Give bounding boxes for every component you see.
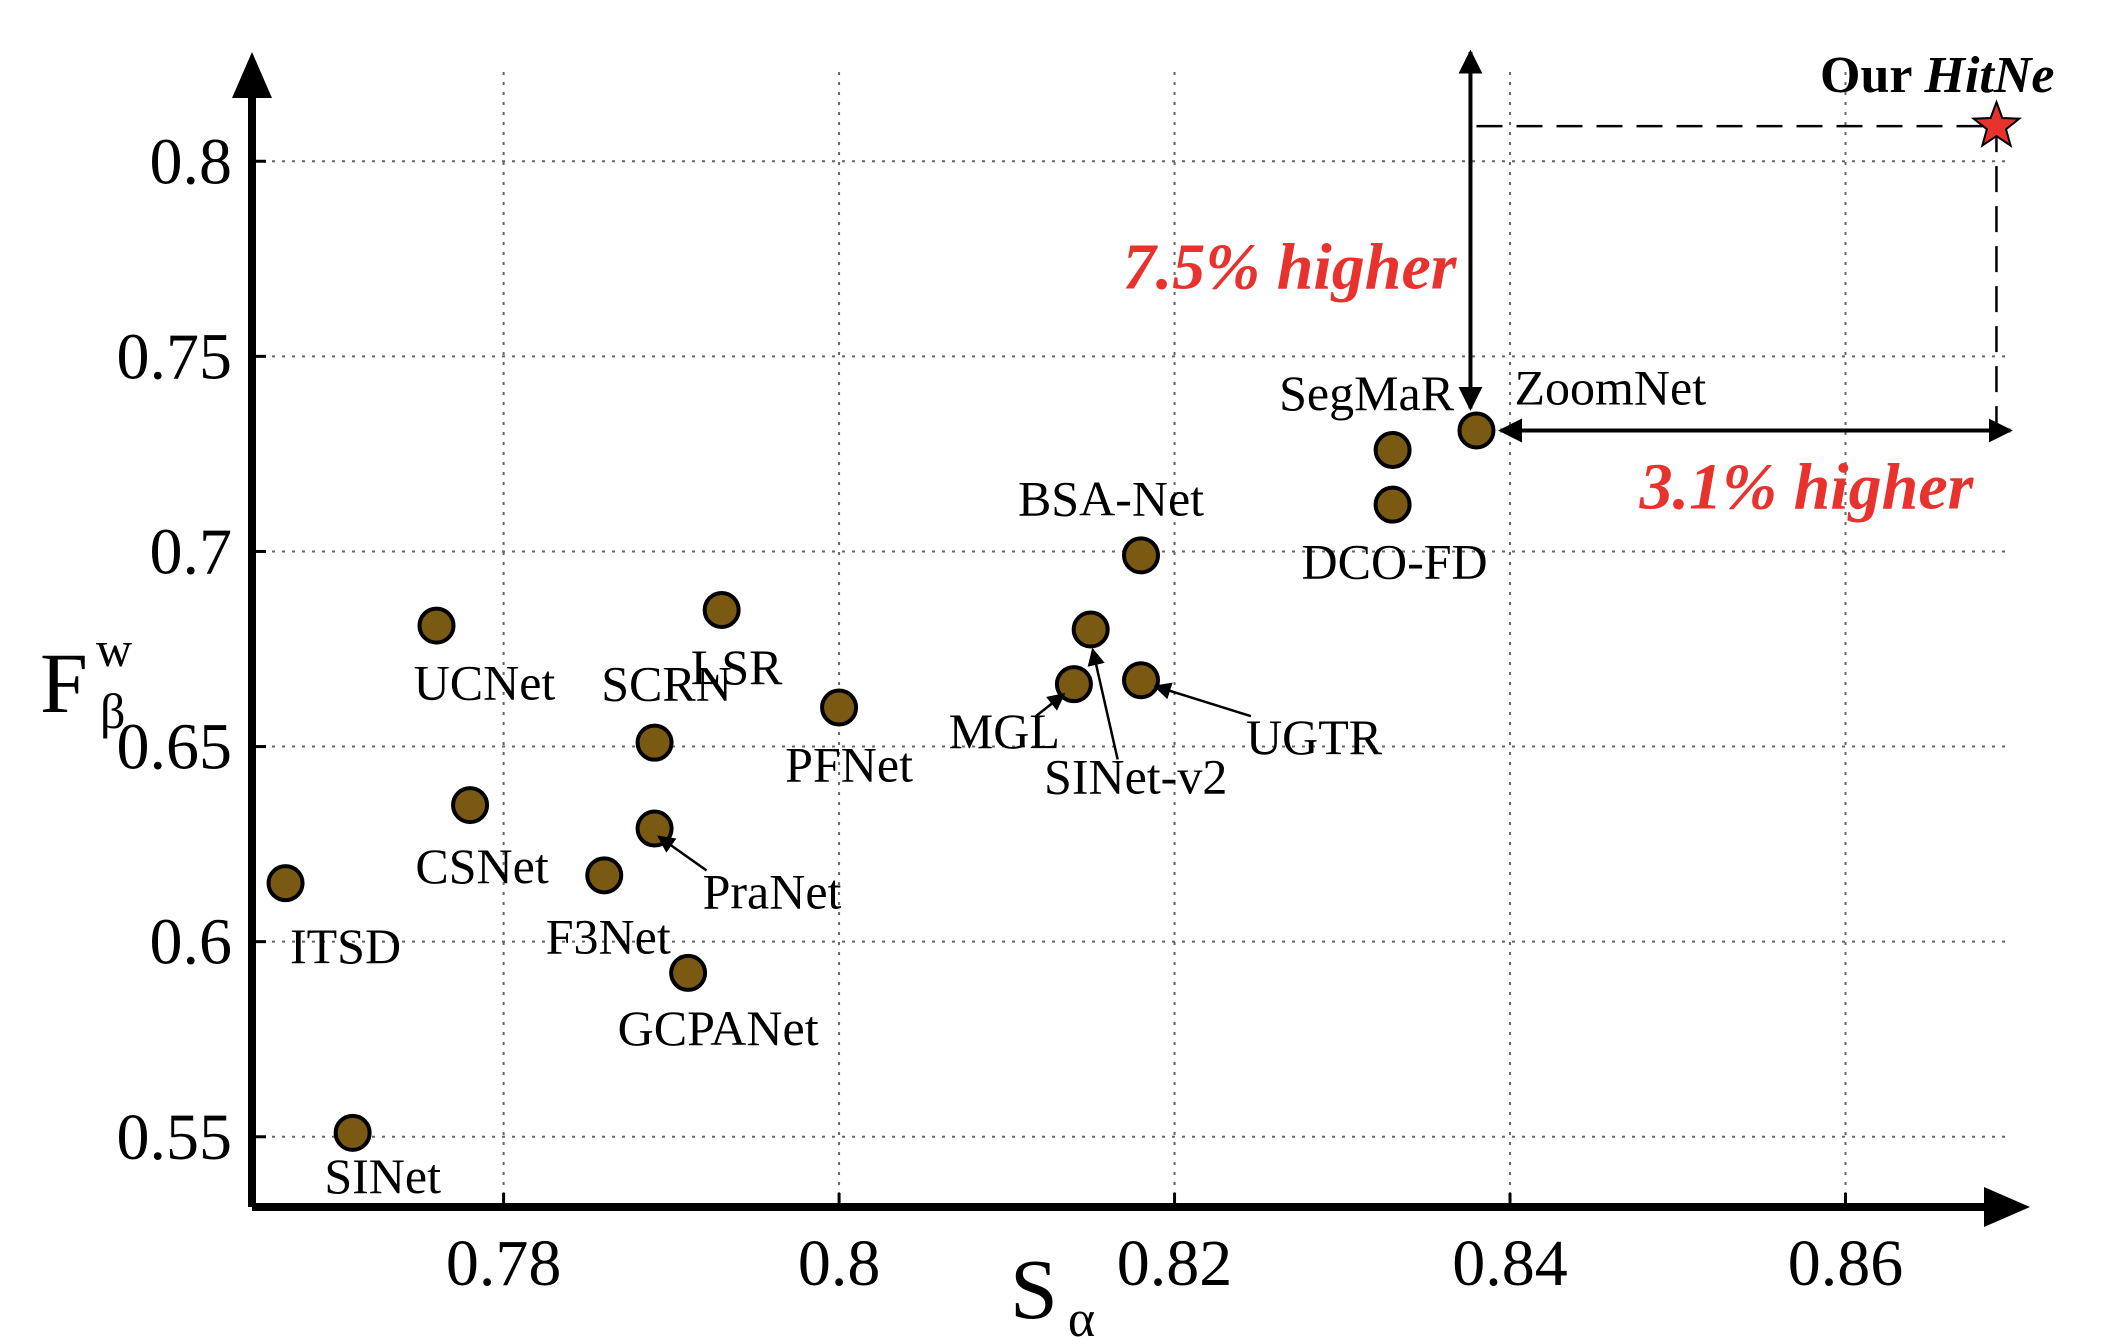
point-label: PraNet — [703, 864, 842, 920]
annotation-x-improvement: 3.1% higher — [1639, 450, 1975, 523]
data-point-ugtr — [1122, 661, 1160, 700]
x-axis-title-main: S — [1010, 1241, 1058, 1337]
y-axis-title-sub: β — [100, 683, 125, 739]
ours-star-marker — [1970, 99, 2023, 148]
data-point-dco-fd — [1373, 485, 1412, 524]
data-point-sinet — [333, 1113, 372, 1152]
data-point-mgl — [1054, 665, 1093, 704]
point-label: BSA-Net — [1018, 470, 1204, 526]
data-point-sinet-v2 — [1071, 610, 1110, 649]
data-point-lsr — [702, 590, 741, 629]
improvement-annotations: 7.5% higher 3.1% higher — [1123, 49, 2013, 523]
data-point-segmar — [1373, 431, 1412, 470]
annotation-y-improvement: 7.5% higher — [1123, 230, 1458, 303]
y-axis-title: F — [40, 635, 88, 731]
axes — [232, 52, 2030, 1227]
point-label: MGL — [949, 703, 1060, 759]
data-point-pfnet — [820, 688, 859, 727]
point-label: SINet — [324, 1148, 441, 1204]
y-axis-title-main: F — [40, 635, 88, 731]
pointer-arrow — [1153, 682, 1252, 718]
y-tick-label: 0.8 — [150, 125, 233, 198]
y-tick-label: 0.7 — [150, 515, 233, 588]
data-point-scrn — [635, 723, 674, 762]
point-labels: SINet ITSD UCNet CSNet F3Net SCRN PraNet GCPANe… — [290, 359, 1706, 1203]
point-label: F3Net — [546, 908, 671, 964]
x-tick-label: 0.8 — [798, 1227, 881, 1300]
pointer-arrow — [1035, 693, 1066, 718]
data-points — [266, 99, 2023, 1152]
data-point-gcpanet — [669, 953, 708, 992]
point-label: SINet-v2 — [1044, 749, 1227, 805]
x-axis-title-sub: α — [1068, 1291, 1095, 1344]
point-label: ITSD — [290, 918, 401, 974]
y-tick-label: 0.65 — [117, 711, 233, 784]
x-tick-label: 0.82 — [1117, 1227, 1233, 1300]
x-tick-label: 0.84 — [1452, 1227, 1568, 1300]
x-tick-label: 0.86 — [1788, 1227, 1904, 1300]
y-tick-label: 0.6 — [150, 906, 233, 979]
y-tick-label: 0.55 — [117, 1101, 233, 1174]
point-label: PFNet — [785, 737, 913, 793]
data-point-bsa-net — [1122, 536, 1160, 575]
x-axis-arrowhead — [1984, 1187, 2030, 1227]
ours-label-italic: HitNe — [1924, 47, 2055, 104]
point-label: UGTR — [1246, 709, 1383, 765]
grid-lines — [252, 72, 2010, 1207]
point-label: GCPANet — [618, 1000, 819, 1056]
data-point-pranet — [635, 809, 674, 848]
pointer-arrow — [657, 835, 708, 872]
point-label: ZoomNet — [1514, 359, 1706, 415]
ours-label: Our HitNe — [1820, 47, 2055, 104]
point-label: LSR — [691, 639, 783, 695]
point-label: UCNet — [414, 655, 556, 711]
data-point-f3net — [585, 856, 624, 895]
point-label: SCRN — [601, 656, 732, 712]
y-axis-arrowhead — [232, 52, 272, 98]
point-label: CSNet — [415, 838, 548, 894]
point-label: DCO-FD — [1302, 534, 1488, 590]
data-point-zoomnet — [1457, 411, 1496, 450]
data-point-csnet — [451, 786, 490, 825]
y-axis-title-sup: w — [96, 621, 132, 677]
tick-labels: 0.78 0.8 0.82 0.84 0.86 0.55 0.6 0.65 0.7 0.75 0.8 — [117, 125, 1904, 1300]
x-tick-label: 0.78 — [446, 1227, 562, 1300]
y-tick-label: 0.75 — [117, 320, 233, 393]
data-point-itsd — [266, 864, 305, 903]
pointer-arrow — [1087, 647, 1119, 760]
data-point-ucnet — [417, 606, 456, 645]
point-label: SegMaR — [1279, 365, 1455, 421]
ours-label-text: Our — [1820, 47, 1925, 104]
